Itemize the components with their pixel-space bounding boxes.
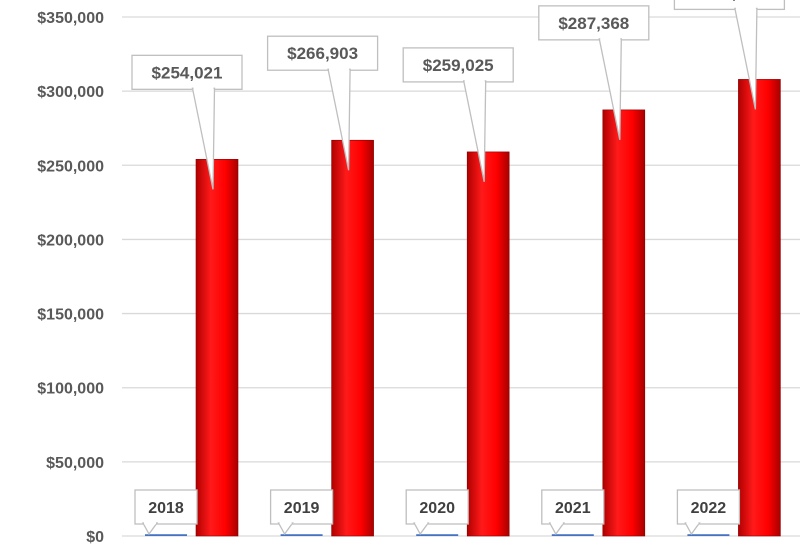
category-labels: 2018 2019 2020 2021 2022 (134, 489, 741, 536)
category-label-pointer (277, 522, 294, 536)
data-label: $259,025 (402, 47, 514, 183)
bar-series2 (331, 139, 374, 537)
category-label-text: 2022 (691, 500, 727, 517)
y-axis: $0 $50,000 $100,000 $150,000 $200,000 $250,00… (37, 10, 104, 546)
category-label: 2022 (676, 489, 741, 536)
data-label-text: $307,923 (694, 0, 765, 2)
data-labels: $254,021 $266,903 $259,025 $287,368 $307,923 (131, 0, 786, 190)
y-tick-label: $100,000 (37, 381, 104, 398)
category-label-pointer (141, 522, 159, 536)
bar-series2 (195, 159, 239, 537)
bar-series1 (687, 534, 730, 536)
bar-series2 (602, 109, 646, 537)
y-tick-label: $300,000 (37, 84, 104, 101)
y-tick-label: $200,000 (37, 232, 104, 249)
category-label-box (269, 489, 334, 525)
y-tick-label: $250,000 (37, 158, 104, 175)
category-label-box (405, 489, 469, 525)
y-tick-label: $50,000 (46, 455, 104, 472)
bar-series1 (145, 534, 187, 536)
bar-series1 (280, 534, 323, 536)
bar-series2 (466, 151, 510, 537)
data-label-text: $287,368 (558, 14, 629, 33)
category-label-text: 2021 (555, 500, 591, 517)
category-label-text: 2018 (148, 500, 184, 517)
data-label-box (538, 5, 650, 41)
category-label: 2019 (269, 489, 334, 536)
category-label-text: 2020 (419, 500, 455, 517)
category-label: 2020 (405, 489, 469, 536)
bar-series2 (738, 79, 781, 537)
y-tick-label: $0 (86, 529, 104, 546)
data-label-text: $259,025 (423, 56, 494, 75)
data-label-text: $266,903 (287, 44, 358, 63)
bars (145, 79, 781, 537)
data-label-text: $254,021 (152, 63, 223, 82)
category-label-box (541, 489, 605, 525)
category-label-box (134, 489, 198, 525)
category-label-box (676, 489, 741, 525)
category-label-pointer (548, 522, 566, 536)
bar-series1 (416, 534, 459, 536)
data-label-box (266, 35, 379, 71)
data-label: $307,923 (673, 0, 786, 110)
category-label: 2021 (541, 489, 605, 536)
category-label-pointer (684, 522, 701, 536)
bar-series1 (551, 534, 594, 536)
data-label-box (673, 0, 786, 11)
data-label: $254,021 (131, 54, 243, 190)
category-label: 2018 (134, 489, 198, 536)
data-label: $266,903 (266, 35, 379, 171)
category-label-text: 2019 (284, 500, 320, 517)
category-label-pointer (413, 522, 430, 536)
data-label-box (402, 47, 514, 83)
y-tick-label: $150,000 (37, 307, 104, 324)
y-tick-label: $350,000 (37, 10, 104, 27)
data-label-box (131, 54, 243, 90)
data-label: $287,368 (538, 5, 650, 141)
